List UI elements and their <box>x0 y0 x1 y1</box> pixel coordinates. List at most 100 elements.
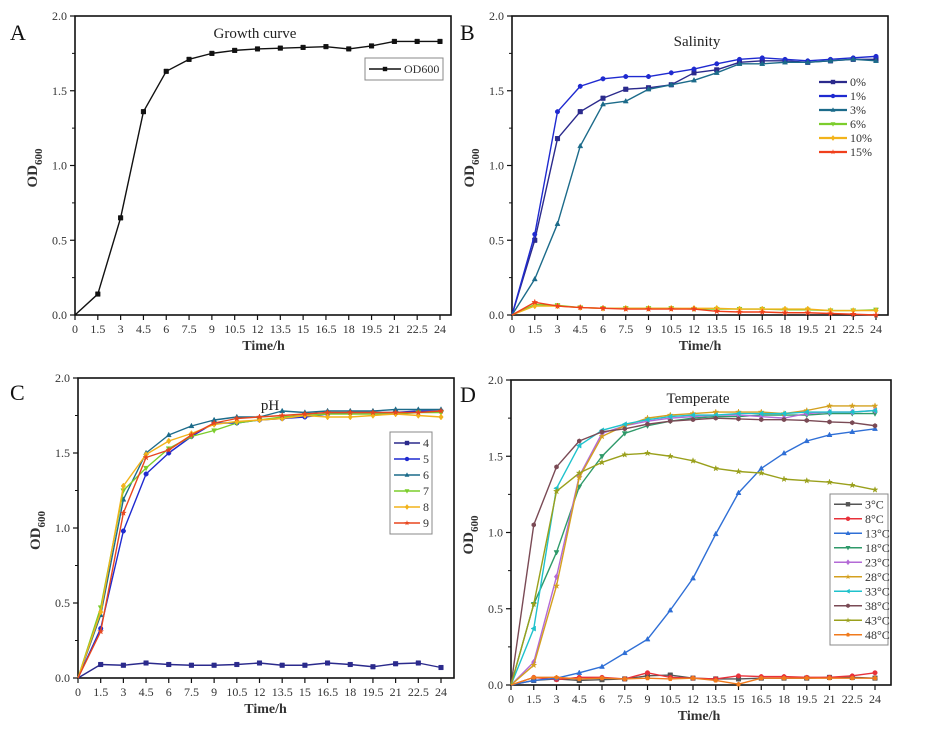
data-point <box>575 442 582 449</box>
series-line <box>510 409 876 686</box>
data-point <box>759 60 766 66</box>
series-line <box>510 428 876 686</box>
data-point <box>554 674 559 680</box>
legend-label: 3% <box>850 103 866 117</box>
legend-marker <box>830 79 836 85</box>
series-48c <box>510 674 878 687</box>
x-tick-label: 18 <box>778 692 790 706</box>
legend-marker <box>404 440 410 446</box>
data-point <box>98 608 104 616</box>
data-point <box>825 402 834 409</box>
chart-title: pH <box>261 398 280 414</box>
data-point <box>645 85 652 92</box>
x-tick-label: 13.5 <box>270 322 291 336</box>
data-point <box>848 481 856 489</box>
y-axis-label-main: OD <box>461 532 477 555</box>
series-line <box>77 413 442 679</box>
series-43c <box>510 449 879 686</box>
data-point <box>826 431 833 437</box>
y-tick-label: 2.0 <box>489 9 504 23</box>
data-point <box>667 305 675 313</box>
x-axis-label: Time/h <box>678 709 721 724</box>
data-point <box>530 600 538 608</box>
data-point <box>120 662 126 668</box>
data-point <box>759 417 764 423</box>
data-point <box>849 428 856 434</box>
data-point <box>554 464 559 470</box>
x-tick-label: 15 <box>734 322 746 336</box>
data-point <box>347 661 353 668</box>
data-point <box>575 469 583 477</box>
series-7 <box>77 410 444 679</box>
series-line <box>74 40 440 316</box>
series-line <box>510 405 875 686</box>
data-point <box>803 476 811 484</box>
data-point <box>827 57 834 63</box>
data-point <box>118 215 124 221</box>
series-1 <box>511 53 879 316</box>
x-tick-label: 21 <box>390 685 402 699</box>
data-point <box>323 44 329 50</box>
data-point <box>645 73 652 80</box>
data-point <box>757 469 765 477</box>
data-point <box>530 677 537 683</box>
x-tick-label: 10.5 <box>224 322 245 336</box>
data-point <box>209 50 215 56</box>
x-tick-label: 19.5 <box>361 322 382 336</box>
y-tick-label: 1.5 <box>55 446 70 460</box>
legend-box <box>364 57 444 81</box>
series-4 <box>77 660 444 679</box>
x-tick-label: 4.5 <box>573 322 588 336</box>
legend: 3°C8°C13°C18°C23°C28°C33°C38°C43°C48°C <box>829 493 890 646</box>
legend-label: 28°C <box>865 570 890 584</box>
legend-marker <box>830 122 836 127</box>
panel-d: D 0.0 0.5 1.0 1.5 2.0 0 1.5 3 4.5 6 7.5 9 10.5 12 13.5 1… <box>460 373 892 724</box>
data-point <box>210 419 218 427</box>
data-point <box>781 675 787 681</box>
data-point <box>576 303 584 311</box>
data-point <box>530 661 538 669</box>
legend-label: 43°C <box>865 613 890 627</box>
data-point <box>668 70 674 76</box>
data-point <box>598 432 606 440</box>
legend-label: 7 <box>423 484 429 498</box>
data-point <box>393 661 399 667</box>
data-point <box>277 45 283 51</box>
data-point <box>621 421 627 428</box>
y-tick-label: 1.0 <box>488 526 503 540</box>
x-tick-label: 19.5 <box>796 692 817 706</box>
data-point <box>98 661 104 668</box>
legend-marker <box>845 617 851 623</box>
data-point <box>690 574 696 581</box>
legend-label: 15% <box>850 145 872 159</box>
x-tick-label: 24 <box>869 692 881 706</box>
data-point <box>163 68 169 74</box>
data-point <box>621 431 628 437</box>
y-axis-label-main: OD <box>462 165 478 188</box>
x-tick-label: 7.5 <box>182 322 197 336</box>
x-axis-label: Time/h <box>244 702 287 717</box>
legend-marker <box>845 530 851 536</box>
data-point <box>391 38 397 44</box>
data-point <box>414 38 420 44</box>
legend-marker <box>830 93 836 99</box>
x-tick-label: 4.5 <box>572 692 587 706</box>
x-tick-label: 1.5 <box>90 322 105 336</box>
y-tick-label: 1.5 <box>488 449 503 463</box>
data-point <box>577 83 583 89</box>
x-tick-label: 24 <box>434 322 446 336</box>
legend-marker <box>404 456 410 462</box>
x-tick-label: 6 <box>166 685 172 699</box>
data-point <box>623 86 629 92</box>
data-point <box>758 675 764 681</box>
series-line <box>510 409 876 686</box>
data-point <box>871 402 879 409</box>
data-point <box>554 220 561 226</box>
data-point <box>714 61 720 67</box>
legend-box <box>389 431 433 535</box>
data-point <box>531 275 538 282</box>
panel-label: D <box>460 382 476 407</box>
x-tick-label: 7.5 <box>617 692 632 706</box>
x-tick-label: 15 <box>299 685 311 699</box>
legend-marker <box>830 135 836 141</box>
